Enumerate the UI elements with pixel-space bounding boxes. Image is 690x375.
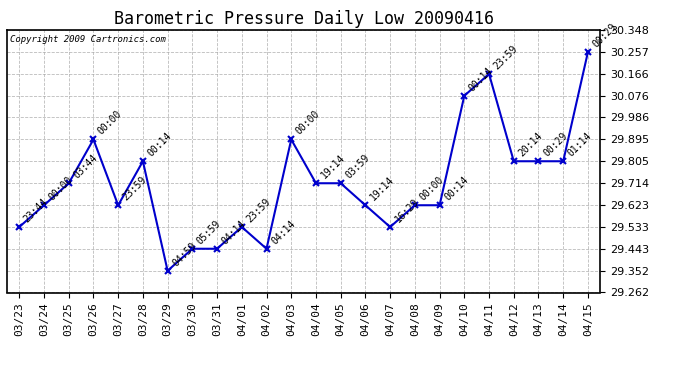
- Text: 05:59: 05:59: [195, 218, 223, 246]
- Text: 00:00: 00:00: [294, 109, 322, 137]
- Text: 00:14: 00:14: [467, 65, 495, 93]
- Text: 19:14: 19:14: [319, 153, 346, 180]
- Text: 19:14: 19:14: [368, 175, 396, 202]
- Text: 00:14: 00:14: [442, 175, 470, 202]
- Text: 23:59: 23:59: [121, 175, 149, 202]
- Text: 00:00: 00:00: [417, 175, 446, 202]
- Text: Copyright 2009 Cartronics.com: Copyright 2009 Cartronics.com: [10, 35, 166, 44]
- Text: 00:29: 00:29: [541, 130, 569, 159]
- Text: 00:00: 00:00: [96, 109, 124, 137]
- Text: 01:14: 01:14: [566, 130, 594, 159]
- Title: Barometric Pressure Daily Low 20090416: Barometric Pressure Daily Low 20090416: [114, 10, 493, 28]
- Text: 04:14: 04:14: [220, 218, 248, 246]
- Text: 16:29: 16:29: [393, 196, 421, 224]
- Text: 00:00: 00:00: [47, 175, 75, 202]
- Text: 20:14: 20:14: [517, 130, 544, 159]
- Text: 23:59: 23:59: [244, 196, 273, 224]
- Text: 03:44: 03:44: [72, 153, 99, 180]
- Text: 23:44: 23:44: [22, 196, 50, 224]
- Text: 04:59: 04:59: [170, 240, 198, 268]
- Text: 04:14: 04:14: [269, 218, 297, 246]
- Text: 00:29: 00:29: [591, 21, 618, 49]
- Text: 00:14: 00:14: [146, 130, 173, 159]
- Text: 23:59: 23:59: [492, 44, 520, 71]
- Text: 03:59: 03:59: [344, 153, 371, 180]
